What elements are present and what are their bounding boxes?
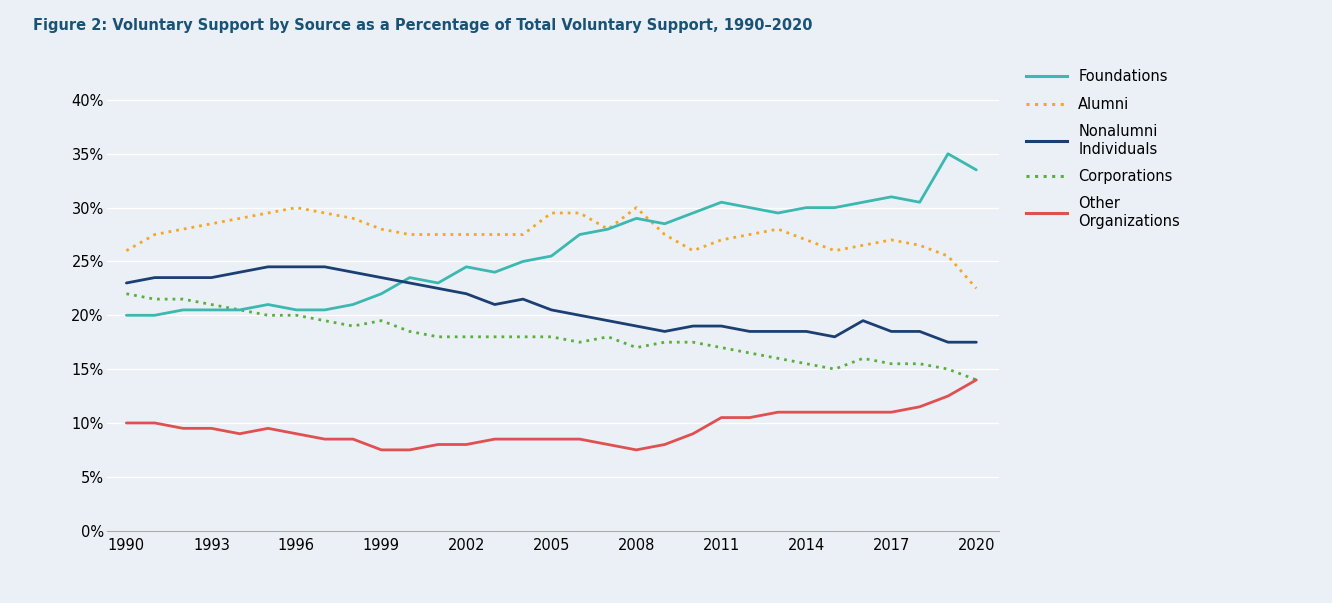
Text: Figure 2: Voluntary Support by Source as a Percentage of Total Voluntary Support: Figure 2: Voluntary Support by Source as…	[33, 18, 813, 33]
Legend: Foundations, Alumni, Nonalumni
Individuals, Corporations, Other
Organizations: Foundations, Alumni, Nonalumni Individua…	[1026, 69, 1180, 229]
